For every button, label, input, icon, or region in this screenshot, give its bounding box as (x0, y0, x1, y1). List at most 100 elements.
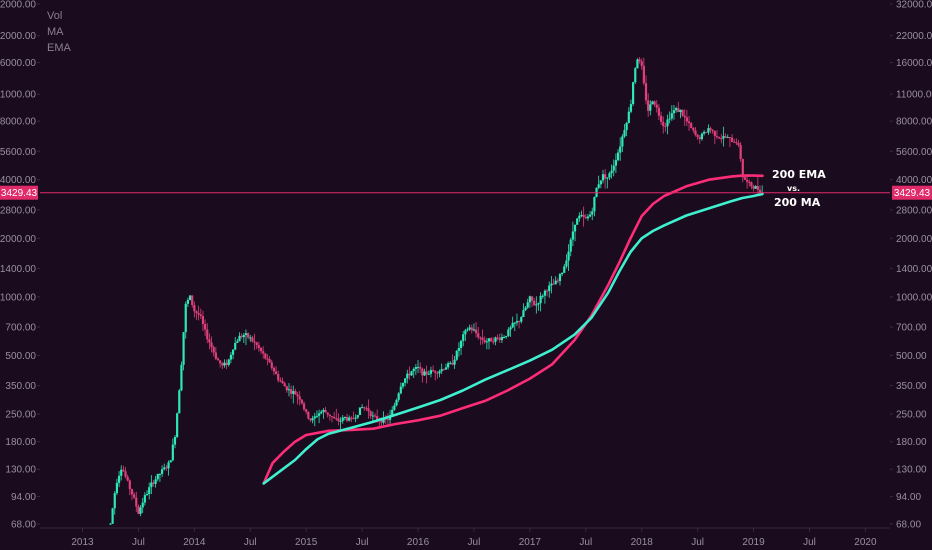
candle-body (212, 347, 215, 353)
candle-body (404, 378, 407, 383)
y-tick-label-left: 94.00 (11, 492, 36, 503)
legend-item-ema: EMA (47, 42, 72, 54)
candle-body (599, 180, 602, 185)
candle-body (606, 177, 609, 179)
candle-body (524, 307, 527, 311)
candle-body (604, 174, 607, 179)
candle-body (253, 341, 256, 343)
candle-body (556, 280, 559, 282)
candle-body (128, 480, 131, 490)
candle-body (238, 335, 241, 342)
candle-body (614, 160, 618, 166)
candle-body (636, 59, 639, 69)
candle-body (216, 358, 220, 361)
x-tick-label: 2018 (631, 537, 654, 548)
candle-body (313, 416, 316, 419)
candle-body (659, 115, 663, 122)
candle-body (382, 418, 385, 423)
candle-body (333, 416, 336, 419)
candle-body (470, 327, 473, 331)
candle-body (322, 409, 325, 412)
candle-body (266, 358, 269, 360)
candle-body (154, 479, 157, 484)
candle-body (479, 337, 482, 339)
candle-body (438, 371, 441, 374)
candle-body (565, 260, 568, 267)
candle-body (625, 122, 628, 131)
candle-body (227, 359, 230, 365)
candle-body (380, 420, 383, 423)
candle-body (578, 215, 581, 219)
candle-body (425, 371, 428, 375)
candle-body (201, 316, 205, 325)
candle-body (735, 142, 738, 144)
current-price-label-right: 3429.43 (894, 188, 931, 199)
x-axis: 2013 Jul 2014 Jul 2015 Jul 2016 Jul 2017 Jul 2018 J… (40, 527, 890, 548)
candle-body (376, 416, 379, 420)
y-tick-label-left: 5600.00 (0, 147, 36, 158)
candle-body (612, 165, 615, 171)
candle-body (584, 216, 587, 219)
candle-body (737, 143, 740, 146)
candle-body (640, 61, 643, 66)
candle-body (511, 322, 514, 328)
candle-body (466, 329, 469, 331)
y-tick-label-left: 350.00 (5, 381, 36, 392)
candle-body (449, 362, 452, 364)
candle-body (145, 493, 149, 496)
candle-body (410, 371, 413, 376)
candle-body (619, 146, 622, 153)
candle-body (509, 327, 512, 330)
candle-body (444, 367, 448, 370)
y-tick-label-right: 130.00 (896, 465, 927, 476)
candle-body (569, 239, 572, 252)
y-tick-label-left: 22000.00 (0, 31, 36, 42)
candle-body (135, 497, 138, 507)
x-tick-label: 2020 (854, 537, 877, 548)
candle-body (700, 133, 704, 140)
x-tick-label: 2014 (183, 537, 206, 548)
candle-body (287, 389, 291, 391)
candle-body (257, 345, 260, 348)
candle-body (629, 104, 633, 112)
candle-body (328, 414, 331, 417)
candle-body (498, 337, 501, 341)
candle-body (526, 302, 529, 308)
candle-body (350, 417, 353, 419)
y-tick-label-left: 11000.00 (0, 90, 36, 101)
candle-body (685, 117, 688, 122)
candle-body (171, 444, 174, 461)
candle-body (442, 369, 445, 371)
annotation-ma: 200 MA (774, 196, 821, 209)
candle-body (305, 409, 308, 412)
candle-body (548, 285, 551, 291)
candle-body (163, 467, 166, 470)
candle-body (339, 420, 342, 422)
current-price-line: 3429.43 3429.43 (0, 185, 932, 200)
candle-body (352, 418, 355, 420)
candle-body (451, 362, 454, 365)
candle-body (281, 381, 284, 384)
candle-body (292, 391, 295, 394)
candle-body (294, 391, 297, 395)
candle-body (412, 368, 415, 372)
candle-body (423, 371, 426, 376)
candle-body (416, 366, 420, 368)
candle-body (195, 311, 198, 313)
candle-body (290, 389, 293, 394)
candle-body (642, 65, 645, 84)
candle-body (507, 329, 510, 337)
candle-body (447, 363, 450, 368)
candle-body (408, 373, 411, 376)
candle-body (247, 333, 250, 338)
candle-body (672, 110, 676, 114)
candle-body (726, 137, 729, 139)
candle-body (113, 493, 116, 509)
candle-body (388, 416, 392, 420)
candle-body (421, 368, 424, 376)
candle-body (705, 131, 708, 133)
candle-body (337, 418, 340, 422)
candle-body (698, 137, 701, 140)
candle-body (464, 330, 467, 335)
